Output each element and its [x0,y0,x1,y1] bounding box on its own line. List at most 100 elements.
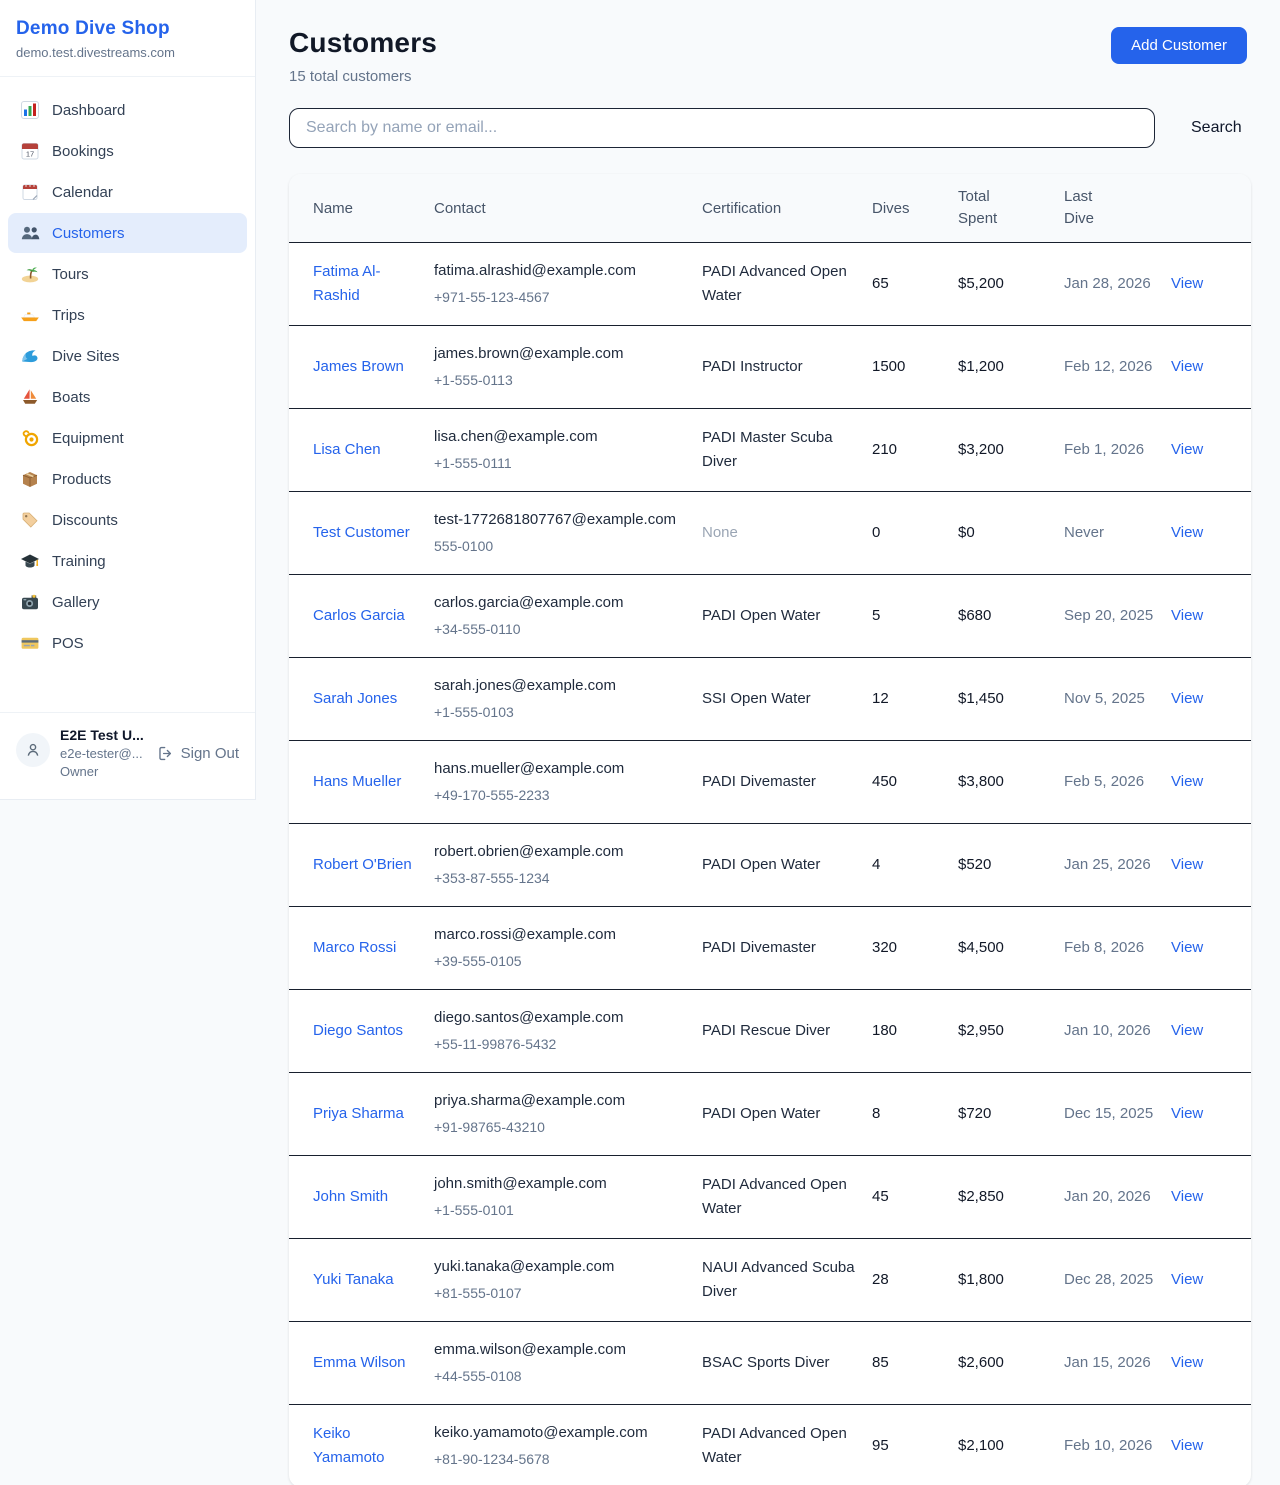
customer-certification: NAUI Advanced Scuba Diver [702,1259,855,1300]
customer-certification: PADI Advanced Open Water [702,1176,847,1217]
sidebar-item-dashboard[interactable]: Dashboard [8,90,247,130]
customer-total-spent: $2,100 [958,1437,1004,1454]
view-customer-link[interactable]: View [1171,441,1204,458]
view-customer-link[interactable]: View [1171,1354,1204,1371]
customer-dives: 210 [872,441,898,458]
customer-email: priya.sharma@example.com [434,1092,626,1109]
sidebar-item-calendar[interactable]: Calendar [8,172,247,212]
table-row: Yuki Tanaka yuki.tanaka@example.com +81-… [289,1238,1251,1322]
page-header: Customers 15 total customers Add Custome… [289,27,1247,85]
customer-name-link[interactable]: Hans Mueller [313,773,402,790]
sidebar-item-training[interactable]: Training [8,541,247,581]
table-row: Diego Santos diego.santos@example.com +5… [289,989,1251,1073]
table-row: Fatima Al-Rashid fatima.alrashid@example… [289,243,1251,326]
customer-email: robert.obrien@example.com [434,843,624,860]
customer-dives: 95 [872,1437,889,1454]
customer-name-link[interactable]: Keiko Yamamoto [313,1425,385,1466]
svg-text:17: 17 [26,150,34,159]
avatar [16,733,50,767]
search-button[interactable]: Search [1181,113,1252,143]
customer-certification: PADI Open Water [702,1105,821,1122]
view-customer-link[interactable]: View [1171,524,1204,541]
customer-last-dive: Sep 20, 2025 [1064,607,1154,624]
customer-total-spent: $1,200 [958,358,1004,375]
customer-total-spent: $2,600 [958,1354,1004,1371]
view-customer-link[interactable]: View [1171,1437,1204,1454]
view-customer-link[interactable]: View [1171,773,1204,790]
main-content: Customers 15 total customers Add Custome… [256,0,1280,1485]
customer-total-spent: $5,200 [958,275,1004,292]
customer-name-link[interactable]: Test Customer [313,524,410,541]
credit-card-icon [20,633,40,653]
sidebar-item-label: Equipment [52,429,124,447]
customer-total-spent: $3,800 [958,773,1004,790]
sidebar-item-label: Products [52,470,112,488]
view-customer-link[interactable]: View [1171,856,1204,873]
customer-name-link[interactable]: Yuki Tanaka [313,1271,394,1288]
view-customer-link[interactable]: View [1171,1188,1204,1205]
sidebar-item-discounts[interactable]: Discounts [8,500,247,540]
customer-phone: +1-555-0103 [434,704,514,720]
customer-name-link[interactable]: Marco Rossi [313,939,397,956]
customer-phone: +49-170-555-2233 [434,787,550,803]
customer-total-spent: $720 [958,1105,992,1122]
sidebar-item-label: Boats [52,388,91,406]
sidebar-item-boats[interactable]: Boats [8,377,247,417]
customer-count: 15 total customers [289,68,412,85]
customer-name-link[interactable]: Lisa Chen [313,441,381,458]
sidebar-item-customers[interactable]: Customers [8,213,247,253]
column-header-certification: Certification [702,199,782,217]
view-customer-link[interactable]: View [1171,939,1204,956]
customer-certification: PADI Rescue Diver [702,1022,831,1039]
customer-last-dive: Never [1064,524,1105,541]
customer-email: keiko.yamamoto@example.com [434,1424,648,1441]
customer-certification: PADI Open Water [702,607,821,624]
view-customer-link[interactable]: View [1171,1271,1204,1288]
customer-name-link[interactable]: Sarah Jones [313,690,398,707]
sidebar-item-label: Customers [52,224,125,242]
view-customer-link[interactable]: View [1171,607,1204,624]
calendar-date-icon: 17 [20,141,40,161]
customer-name-link[interactable]: Robert O'Brien [313,856,412,873]
sidebar-item-products[interactable]: Products [8,459,247,499]
view-customer-link[interactable]: View [1171,690,1204,707]
camera-icon [20,592,40,612]
bar-chart-icon [20,100,40,120]
customer-name-link[interactable]: James Brown [313,358,404,375]
customer-dives: 65 [872,275,889,292]
view-customer-link[interactable]: View [1171,358,1204,375]
table-row: Lisa Chen lisa.chen@example.com +1-555-0… [289,408,1251,492]
sidebar-item-equipment[interactable]: Equipment [8,418,247,458]
customers-table: Name Contact Certification Dives Total S… [289,174,1251,1485]
search-input[interactable] [289,108,1155,148]
column-header-contact: Contact [434,199,486,217]
customer-name-link[interactable]: Emma Wilson [313,1354,406,1371]
table-row: Keiko Yamamoto keiko.yamamoto@example.co… [289,1404,1251,1485]
customer-total-spent: $0 [958,524,975,541]
user-name: E2E Test U... [60,727,144,743]
sidebar-item-bookings[interactable]: 17 Bookings [8,131,247,171]
customer-name-link[interactable]: Fatima Al-Rashid [313,263,381,304]
customer-name-link[interactable]: Diego Santos [313,1022,404,1039]
person-icon [23,740,43,760]
customer-dives: 0 [872,524,881,541]
sidebar-item-tours[interactable]: Tours [8,254,247,294]
table-header-row: Name Contact Certification Dives Total S… [289,174,1251,243]
customer-certification: PADI Divemaster [702,939,816,956]
customer-name-link[interactable]: John Smith [313,1188,389,1205]
view-customer-link[interactable]: View [1171,275,1204,292]
customer-dives: 8 [872,1105,881,1122]
view-customer-link[interactable]: View [1171,1105,1204,1122]
sidebar-item-gallery[interactable]: Gallery [8,582,247,622]
customer-name-link[interactable]: Priya Sharma [313,1105,404,1122]
customer-name-link[interactable]: Carlos Garcia [313,607,405,624]
sign-out-button[interactable]: Sign Out [157,745,239,762]
sidebar-item-pos[interactable]: POS [8,623,247,663]
customer-total-spent: $520 [958,856,992,873]
sidebar-item-dive-sites[interactable]: Dive Sites [8,336,247,376]
view-customer-link[interactable]: View [1171,1022,1204,1039]
add-customer-button[interactable]: Add Customer [1111,27,1247,64]
sidebar-item-trips[interactable]: Trips [8,295,247,335]
tag-icon [20,510,40,530]
